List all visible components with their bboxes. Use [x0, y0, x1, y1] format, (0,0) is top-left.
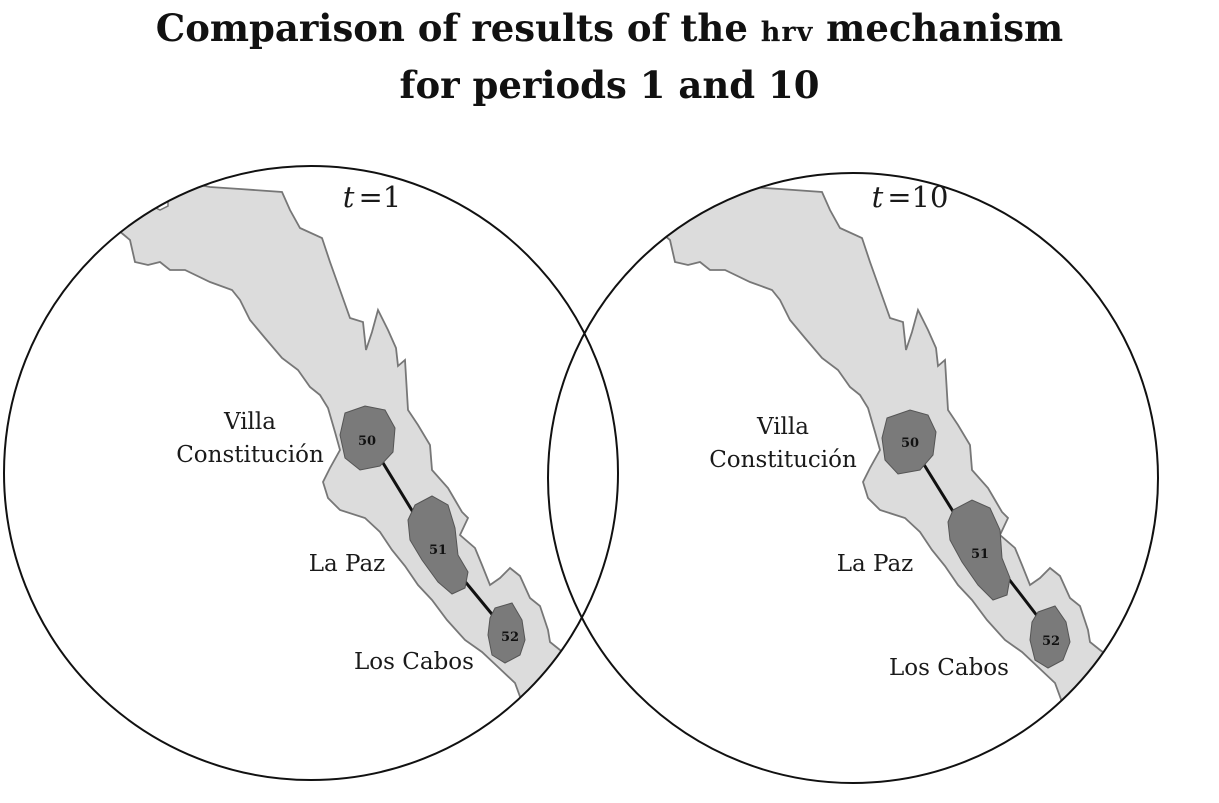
region-52 [1029, 605, 1071, 669]
label-villa-line2: Constitución [709, 447, 857, 473]
region-label-51: 51 [971, 547, 989, 562]
title-line-1: Comparison of results of the hrv mechani… [155, 6, 1064, 50]
period-label-left: t =1 [343, 180, 401, 214]
panel-period-1: 50 51 52 Villa Constitución La Paz Los C… [3, 165, 619, 781]
label-villa-line1: Villa [756, 414, 809, 440]
panel-circle-left [3, 165, 619, 781]
region-label-52: 52 [1042, 634, 1060, 649]
label-villa-line1: Villa [223, 409, 276, 435]
region-label-50: 50 [358, 434, 376, 449]
region-50 [339, 405, 396, 471]
region-label-50: 50 [901, 436, 919, 451]
coastline-notch [143, 187, 169, 211]
label-la-paz: La Paz [309, 551, 386, 577]
label-la-paz: La Paz [837, 551, 914, 577]
period-label-right: t =10 [872, 180, 949, 214]
label-los-cabos: Los Cabos [889, 655, 1009, 681]
label-los-cabos: Los Cabos [354, 649, 474, 675]
panel-circle-right [547, 172, 1159, 784]
region-51 [947, 499, 1011, 601]
region-51 [407, 495, 469, 595]
panel-period-10: 50 51 52 Villa Constitución La Paz Los C… [547, 172, 1159, 784]
region-label-52: 52 [501, 630, 519, 645]
coastline-notch [683, 187, 709, 211]
region-label-51: 51 [429, 543, 447, 558]
figure-title: Comparison of results of the hrv mechani… [0, 0, 1219, 111]
title-line-2: for periods 1 and 10 [399, 63, 820, 107]
region-50 [881, 409, 937, 475]
region-52 [487, 602, 526, 664]
label-villa-line2: Constitución [176, 442, 324, 468]
